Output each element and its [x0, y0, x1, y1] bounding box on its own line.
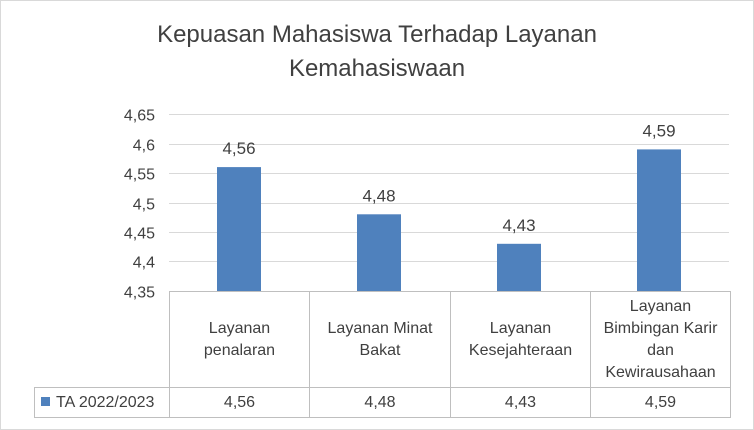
bar: [637, 149, 681, 291]
data-table: Layanan penalaran Layanan Minat Bakat La…: [34, 291, 731, 418]
category-label: Layanan Minat Bakat: [309, 291, 451, 388]
data-table-corner: [34, 291, 170, 388]
category-label: Layanan Bimbingan Karir dan Kewirausahaa…: [590, 291, 731, 388]
table-value: 4,59: [590, 387, 731, 418]
table-value: 4,56: [169, 387, 310, 418]
y-tick-label: 4,6: [133, 138, 155, 155]
table-value: 4,43: [450, 387, 591, 418]
data-label: 4,48: [362, 186, 395, 205]
data-label: 4,43: [502, 216, 535, 235]
data-label: 4,56: [222, 139, 255, 158]
y-tick-label: 4,45: [124, 226, 155, 243]
y-tick-label: 4,65: [124, 108, 155, 125]
bar: [497, 243, 541, 291]
plot-area: 4,354,44,454,54,554,64,654,564,484,434,5…: [124, 108, 729, 300]
y-tick-label: 4,55: [124, 167, 155, 184]
chart-title-line-2: Kemahasiswaan: [288, 55, 466, 82]
bar: [357, 214, 401, 291]
y-tick-label: 4,5: [133, 197, 155, 214]
category-label: Layanan penalaran: [169, 291, 310, 388]
chart-title-line-1: Kepuasan Mahasiswa Terhadap Layanan: [157, 21, 597, 48]
legend-entry: TA 2022/2023: [34, 387, 170, 418]
y-tick-label: 4,4: [133, 255, 155, 272]
category-label: Layanan Kesejahteraan: [450, 291, 591, 388]
legend-label: TA 2022/2023: [56, 393, 155, 411]
data-label: 4,59: [642, 121, 675, 140]
table-value: 4,48: [309, 387, 451, 418]
bar: [217, 167, 261, 291]
chart-title: Kepuasan Mahasiswa Terhadap Layanan Kema…: [0, 18, 754, 86]
legend-key: [41, 396, 50, 406]
